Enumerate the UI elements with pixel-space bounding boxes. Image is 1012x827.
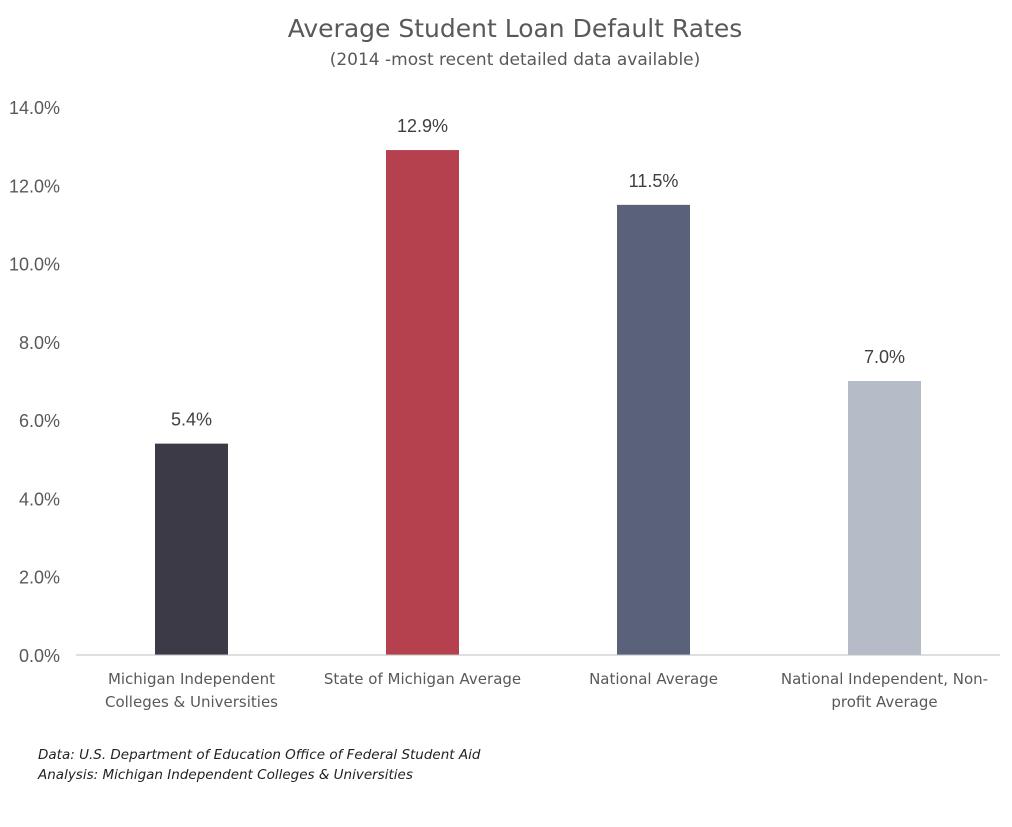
y-tick-label: 8.0%: [19, 333, 60, 353]
y-tick-label: 10.0%: [9, 255, 60, 275]
category-label: Colleges & Universities: [105, 693, 278, 711]
y-tick-label: 14.0%: [9, 98, 60, 118]
y-tick-label: 12.0%: [9, 176, 60, 196]
data-label: 11.5%: [629, 171, 679, 191]
bar: [848, 381, 921, 655]
y-tick-label: 4.0%: [19, 489, 60, 509]
bar: [617, 204, 690, 655]
data-source-note: Data: U.S. Department of Education Offic…: [38, 747, 481, 763]
category-label: profit Average: [831, 693, 937, 711]
bar: [155, 443, 228, 655]
category-label: National Average: [589, 670, 718, 688]
data-label: 5.4%: [171, 410, 212, 430]
bar: [386, 150, 459, 656]
category-label: State of Michigan Average: [324, 670, 521, 688]
data-label: 7.0%: [864, 347, 905, 367]
y-tick-label: 2.0%: [19, 568, 60, 588]
y-tick-label: 6.0%: [19, 411, 60, 431]
y-tick-label: 0.0%: [19, 646, 60, 666]
chart-title: Average Student Loan Default Rates: [287, 14, 743, 43]
category-label: Michigan Independent: [108, 670, 275, 688]
chart-subtitle: (2014 -most recent detailed data availab…: [329, 50, 701, 70]
category-label: National Independent, Non-: [781, 670, 988, 688]
data-label: 12.9%: [397, 116, 448, 136]
analysis-note: Analysis: Michigan Independent Colleges …: [38, 767, 413, 783]
